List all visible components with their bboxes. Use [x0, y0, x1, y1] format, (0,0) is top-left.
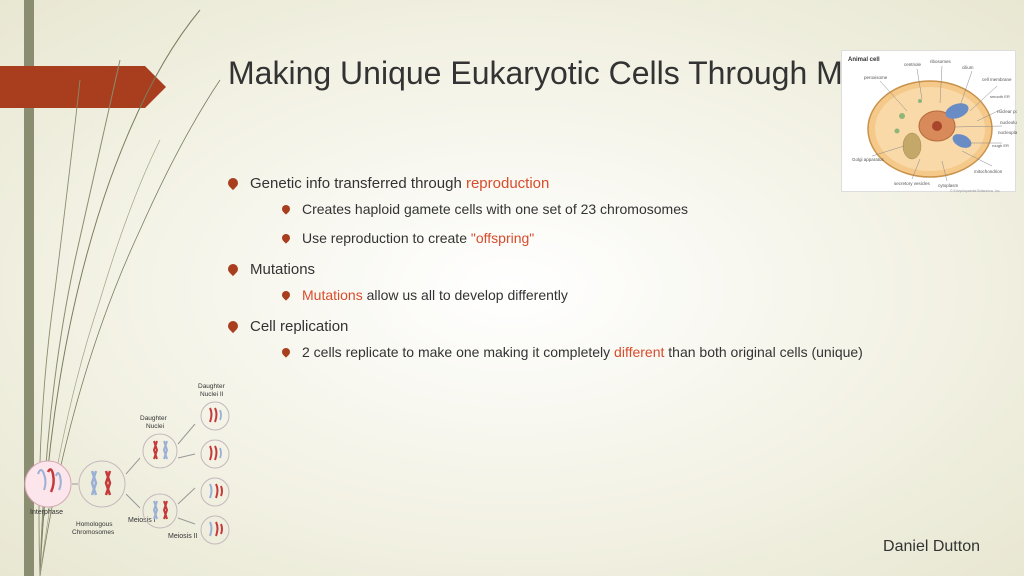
- svg-text:nuclear pore: nuclear pore: [997, 109, 1017, 114]
- svg-text:mitochondrion: mitochondrion: [974, 169, 1003, 174]
- bullet-item: Cell replication2 cells replicate to mak…: [228, 315, 888, 364]
- svg-text:ribosomes: ribosomes: [930, 59, 952, 64]
- svg-text:Interphase: Interphase: [30, 509, 63, 516]
- svg-text:Animal cell: Animal cell: [848, 57, 880, 63]
- svg-text:Meiosis II: Meiosis II: [168, 533, 198, 540]
- svg-text:Nuclei II: Nuclei II: [200, 391, 224, 398]
- svg-text:cytoplasm: cytoplasm: [938, 183, 959, 188]
- svg-text:Daughter: Daughter: [198, 383, 226, 390]
- svg-text:rough ER: rough ER: [992, 143, 1009, 148]
- bullet-item: Genetic info transferred through reprodu…: [228, 172, 888, 250]
- svg-text:centriole: centriole: [904, 62, 922, 67]
- svg-text:secretory vesicles: secretory vesicles: [894, 181, 931, 186]
- slide-title: Making Unique Eukaryotic Cells Through M…: [228, 54, 925, 92]
- svg-text:nucleolus: nucleolus: [1000, 120, 1017, 125]
- svg-text:Golgi apparatus: Golgi apparatus: [852, 157, 885, 162]
- svg-text:peroxisome: peroxisome: [864, 75, 888, 80]
- author-credit: Daniel Dutton: [883, 538, 980, 556]
- svg-text:Homologous: Homologous: [76, 521, 113, 528]
- svg-text:Daughter: Daughter: [140, 415, 168, 422]
- svg-text:nucleoplasm: nucleoplasm: [998, 130, 1017, 135]
- bullet-list: Genetic info transferred through reprodu…: [228, 172, 888, 372]
- bullet-item: Creates haploid gamete cells with one se…: [282, 199, 888, 221]
- svg-text:© Encyclopaedia Britannica, In: © Encyclopaedia Britannica, Inc.: [950, 189, 1000, 193]
- bullet-item: 2 cells replicate to make one making it …: [282, 342, 888, 364]
- svg-text:cell membrane: cell membrane: [982, 77, 1012, 82]
- animal-cell-diagram: Animal cell peroxisome centriole ribosom…: [841, 50, 1016, 192]
- svg-text:Chromosomes: Chromosomes: [72, 529, 115, 536]
- svg-text:Nuclei: Nuclei: [146, 423, 164, 430]
- svg-text:smooth ER: smooth ER: [990, 94, 1010, 99]
- svg-text:cilium: cilium: [962, 65, 974, 70]
- title-arrow-decoration: [0, 66, 145, 108]
- bullet-item: Mutations allow us all to develop differ…: [282, 285, 888, 307]
- meiosis-diagram: Interphase Homologous Chromosomes Meiosi…: [20, 376, 300, 546]
- svg-text:Meiosis I: Meiosis I: [128, 517, 156, 524]
- bullet-item: Use reproduction to create "offspring": [282, 228, 888, 250]
- bullet-item: MutationsMutations allow us all to devel…: [228, 258, 888, 307]
